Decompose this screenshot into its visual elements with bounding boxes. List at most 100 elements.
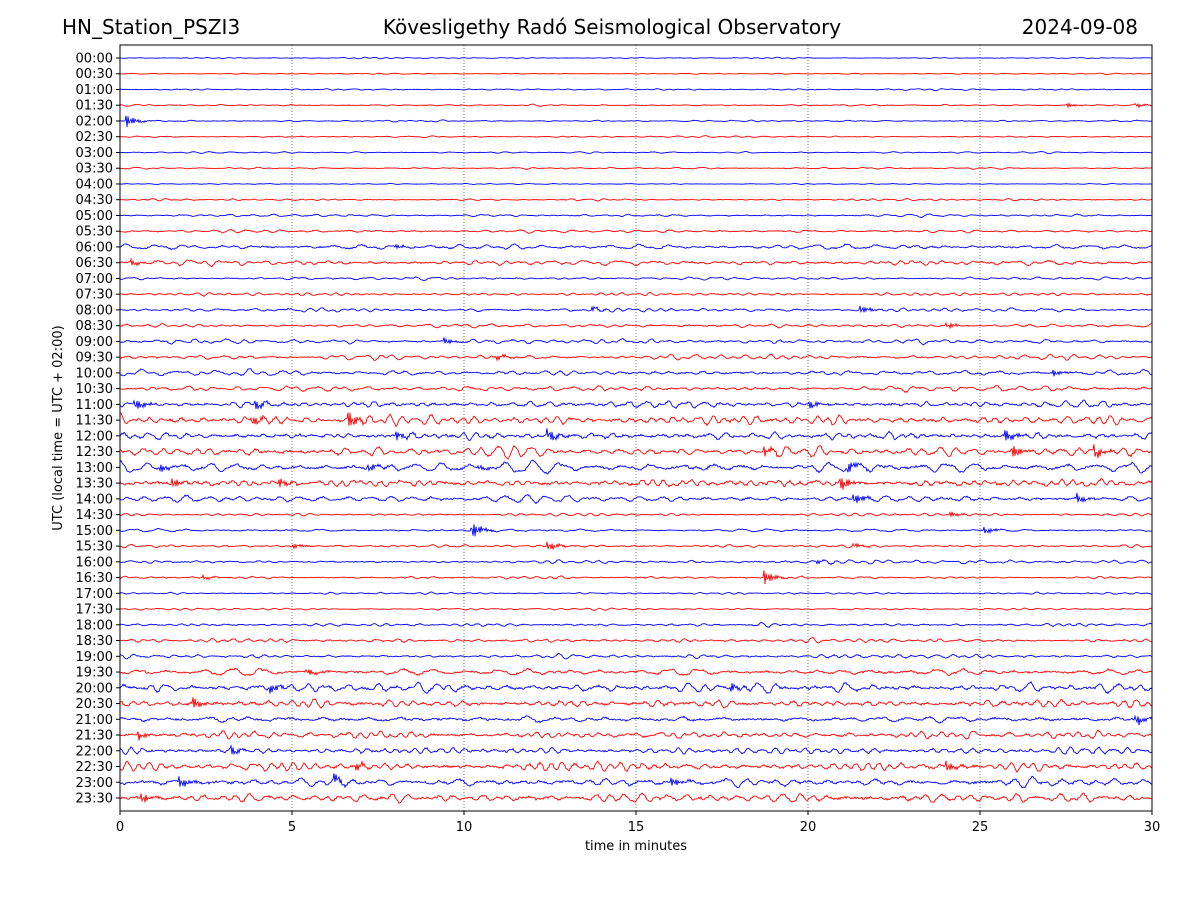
trace-1030 bbox=[119, 385, 1153, 393]
trace-2100 bbox=[119, 714, 1153, 726]
x-tick-label: 0 bbox=[116, 820, 124, 835]
y-tick-label: 01:30 bbox=[76, 99, 113, 114]
trace-1830 bbox=[119, 637, 1153, 644]
trace-2200 bbox=[119, 744, 1153, 756]
y-tick-label: 20:30 bbox=[76, 697, 113, 712]
y-tick-label: 06:00 bbox=[76, 240, 113, 255]
trace-1430 bbox=[119, 511, 1153, 518]
trace-0800 bbox=[119, 305, 1153, 314]
y-tick-label: 09:30 bbox=[76, 351, 113, 366]
y-tick-label: 05:30 bbox=[76, 225, 113, 240]
trace-0300 bbox=[119, 151, 1153, 155]
y-tick-label: 08:00 bbox=[76, 303, 113, 318]
trace-1600 bbox=[119, 558, 1153, 566]
trace-1230 bbox=[119, 444, 1153, 460]
trace-0430 bbox=[119, 197, 1153, 202]
y-tick-label: 03:30 bbox=[76, 162, 113, 177]
y-tick-label: 07:30 bbox=[76, 288, 113, 303]
y-tick-label: 23:30 bbox=[76, 792, 113, 807]
trace-0600 bbox=[119, 243, 1153, 251]
trace-1930 bbox=[119, 667, 1153, 677]
y-tick-label: 08:30 bbox=[76, 319, 113, 334]
trace-1400 bbox=[119, 492, 1153, 505]
x-tick-label: 5 bbox=[288, 820, 296, 835]
y-tick-label: 13:00 bbox=[76, 461, 113, 476]
trace-0500 bbox=[119, 213, 1153, 218]
y-tick-label: 13:30 bbox=[76, 477, 113, 492]
trace-1800 bbox=[119, 621, 1153, 628]
trace-1200 bbox=[119, 428, 1153, 442]
y-tick-label: 06:30 bbox=[76, 256, 113, 271]
y-tick-label: 11:00 bbox=[76, 398, 113, 413]
trace-1700 bbox=[119, 591, 1153, 596]
trace-1730 bbox=[119, 607, 1153, 611]
y-tick-label: 04:30 bbox=[76, 193, 113, 208]
date-title: 2024-09-08 bbox=[1021, 15, 1138, 39]
trace-0730 bbox=[119, 291, 1153, 297]
x-tick-label: 25 bbox=[972, 820, 989, 835]
y-tick-label: 15:30 bbox=[76, 540, 113, 555]
trace-1130 bbox=[119, 412, 1153, 428]
trace-0930 bbox=[119, 353, 1153, 362]
x-tick-label: 10 bbox=[456, 820, 473, 835]
y-tick-label: 10:00 bbox=[76, 366, 113, 381]
y-tick-label: 16:30 bbox=[76, 571, 113, 586]
trace-2030 bbox=[119, 697, 1153, 709]
y-tick-label: 16:00 bbox=[76, 555, 113, 570]
x-axis-label: time in minutes bbox=[585, 839, 687, 854]
trace-1500 bbox=[119, 524, 1153, 537]
trace-2000 bbox=[119, 680, 1153, 695]
x-tick-label: 20 bbox=[800, 820, 817, 835]
y-tick-label: 22:30 bbox=[76, 760, 113, 775]
trace-2330 bbox=[119, 792, 1153, 804]
y-tick-label: 09:00 bbox=[76, 335, 113, 350]
y-tick-label: 15:00 bbox=[76, 524, 113, 539]
trace-1330 bbox=[119, 477, 1153, 490]
y-tick-label: 02:00 bbox=[76, 114, 113, 129]
trace-0330 bbox=[119, 166, 1153, 170]
y-tick-label: 19:00 bbox=[76, 650, 113, 665]
chart-title: Kövesligethy Radó Seismological Observat… bbox=[382, 15, 842, 39]
trace-0230 bbox=[119, 135, 1153, 139]
y-tick-label: 17:00 bbox=[76, 587, 113, 602]
trace-1300 bbox=[119, 459, 1153, 475]
x-tick-label: 30 bbox=[1144, 820, 1161, 835]
y-tick-label: 05:00 bbox=[76, 209, 113, 224]
trace-1000 bbox=[119, 368, 1153, 377]
y-tick-label: 12:00 bbox=[76, 429, 113, 444]
y-tick-label: 14:30 bbox=[76, 508, 113, 523]
y-tick-label: 14:00 bbox=[76, 492, 113, 507]
y-tick-label: 18:00 bbox=[76, 618, 113, 633]
trace-2130 bbox=[119, 729, 1153, 741]
y-tick-label: 19:30 bbox=[76, 666, 113, 681]
trace-1530 bbox=[119, 541, 1153, 550]
y-tick-label: 17:30 bbox=[76, 603, 113, 618]
station-title: HN_Station_PSZI3 bbox=[62, 15, 241, 39]
trace-1900 bbox=[119, 652, 1153, 660]
y-tick-label: 07:00 bbox=[76, 272, 113, 287]
trace-0100 bbox=[119, 88, 1153, 92]
trace-0900 bbox=[119, 337, 1153, 346]
y-axis-label: UTC (local time = UTC + 02:00) bbox=[51, 325, 66, 530]
trace-2230 bbox=[119, 760, 1153, 773]
y-tick-label: 23:00 bbox=[76, 776, 113, 791]
trace-0400 bbox=[119, 182, 1153, 186]
y-tick-label: 11:30 bbox=[76, 414, 113, 429]
trace-0830 bbox=[119, 321, 1153, 330]
y-tick-label: 00:30 bbox=[76, 67, 113, 82]
trace-0630 bbox=[119, 257, 1153, 268]
y-tick-label: 18:30 bbox=[76, 634, 113, 649]
y-tick-label: 01:00 bbox=[76, 83, 113, 98]
y-tick-label: 20:00 bbox=[76, 681, 113, 696]
trace-0000 bbox=[119, 56, 1153, 60]
trace-0200 bbox=[119, 115, 1153, 127]
y-tick-label: 10:30 bbox=[76, 382, 113, 397]
y-tick-label: 22:00 bbox=[76, 744, 113, 759]
trace-0130 bbox=[119, 102, 1153, 109]
y-tick-label: 12:30 bbox=[76, 445, 113, 460]
x-tick-label: 15 bbox=[628, 820, 645, 835]
y-tick-label: 02:30 bbox=[76, 130, 113, 145]
y-tick-label: 21:00 bbox=[76, 713, 113, 728]
trace-0530 bbox=[119, 229, 1153, 234]
